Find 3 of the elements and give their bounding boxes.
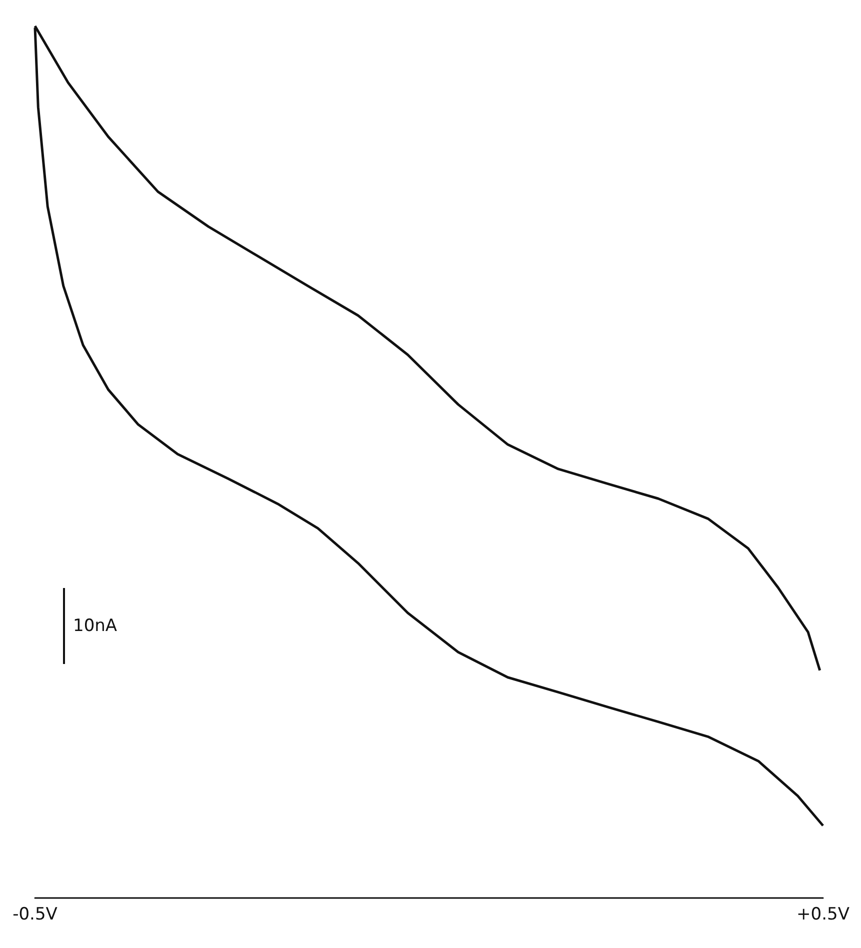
x-tick-label: -0.5V: [12, 904, 58, 924]
x-tick-label: +0.5V: [796, 904, 850, 924]
annotation: 10nA: [73, 616, 118, 636]
